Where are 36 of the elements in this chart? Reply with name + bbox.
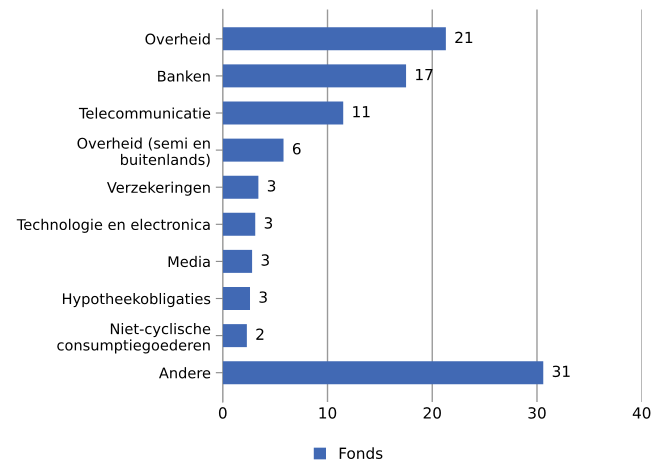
data-label: 31 xyxy=(552,366,570,378)
x-tick-label: 10 xyxy=(319,407,336,419)
data-label: 6 xyxy=(292,142,301,155)
data-label: 3 xyxy=(268,180,276,192)
data-label: 3 xyxy=(264,217,272,229)
data-label: 21 xyxy=(455,32,472,44)
legend-label: Fonds xyxy=(340,447,382,460)
y-tick-label: Niet-cyclische consumptiegoederen xyxy=(57,323,210,354)
y-tick-label: Andere xyxy=(158,367,210,378)
data-label: 3 xyxy=(262,254,269,266)
y-tick-label: Hypotheekobligaties xyxy=(62,292,210,308)
bar xyxy=(222,361,544,384)
y-tick-label: Media xyxy=(168,256,210,268)
x-tick-label: 40 xyxy=(632,407,650,419)
data-label: 2 xyxy=(256,328,264,340)
y-tick-label: Overheid xyxy=(145,33,210,45)
bar xyxy=(222,176,258,199)
bar xyxy=(222,287,250,310)
x-tick-label: 20 xyxy=(424,407,441,419)
x-tick-label: 30 xyxy=(528,407,546,419)
bar xyxy=(222,27,446,50)
data-label: 11 xyxy=(353,106,370,118)
y-tick-label: Technologie en electronica xyxy=(16,218,210,233)
x-tick-label: 0 xyxy=(218,407,227,419)
bar xyxy=(222,138,284,162)
bar xyxy=(222,212,256,236)
data-label: 17 xyxy=(416,68,433,80)
y-tick-label: Telecommunicatie xyxy=(78,107,210,119)
data-label: 3 xyxy=(260,291,267,303)
y-tick-label: Banken xyxy=(158,70,210,82)
y-tick-label: Verzekeringen xyxy=(106,182,210,196)
bar xyxy=(222,64,406,88)
bar xyxy=(222,102,344,125)
bar xyxy=(222,324,247,348)
y-tick-label: Overheid (semi en buitenlands) xyxy=(77,138,210,167)
bar xyxy=(222,250,252,273)
